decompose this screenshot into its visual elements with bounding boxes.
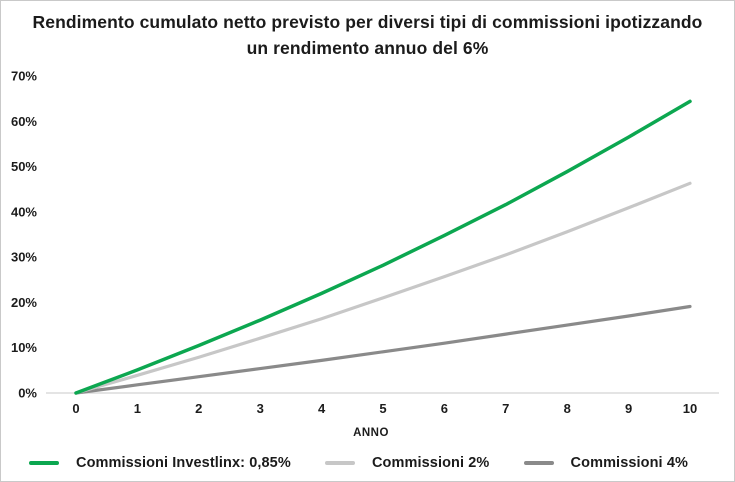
series-line bbox=[74, 181, 692, 395]
x-tick-label: 8 bbox=[564, 401, 571, 416]
series-line bbox=[74, 99, 692, 395]
legend-label: Commissioni Investlinx: 0,85% bbox=[76, 455, 291, 471]
y-tick-label: 40% bbox=[11, 204, 37, 219]
y-tick-label: 30% bbox=[11, 250, 37, 265]
chart-legend: Commissioni Investlinx: 0,85% Commissioni… bbox=[1, 448, 734, 478]
legend-item: Commissioni 2% bbox=[324, 455, 490, 471]
x-axis-title: ANNO bbox=[353, 427, 389, 439]
legend-item: Commissioni 4% bbox=[523, 455, 688, 471]
x-tick-label: 2 bbox=[195, 401, 202, 416]
x-tick-label: 1 bbox=[134, 401, 141, 416]
x-tick-label: 5 bbox=[379, 401, 386, 416]
x-tick-label: 7 bbox=[502, 401, 509, 416]
x-tick-label: 0 bbox=[72, 401, 79, 416]
y-tick-label: 10% bbox=[11, 340, 37, 355]
legend-dash-icon bbox=[523, 460, 554, 466]
chart-canvas: 0% 10% 20% 30% 40% 50% 60% 70% 0 1 2 3 4 5 6 7 8 9 10 ANNO bbox=[11, 68, 719, 439]
x-tick-label: 9 bbox=[625, 401, 632, 416]
legend-item: Commissioni Investlinx: 0,85% bbox=[29, 455, 291, 471]
legend-label: Commissioni 2% bbox=[371, 455, 490, 471]
legend-label: Commissioni 4% bbox=[570, 455, 688, 471]
chart-title: Rendimento cumulato netto previsto per d… bbox=[1, 10, 734, 62]
x-tick-label: 6 bbox=[441, 401, 448, 416]
chart-title-text: Rendimento cumulato netto previsto per d… bbox=[32, 12, 703, 58]
legend-dash-icon bbox=[324, 460, 355, 466]
y-tick-label: 50% bbox=[11, 159, 37, 174]
y-tick-label: 70% bbox=[11, 68, 37, 83]
x-tick-label: 4 bbox=[318, 401, 326, 416]
y-tick-label: 60% bbox=[11, 114, 37, 129]
x-tick-label: 10 bbox=[683, 401, 697, 416]
x-tick-label: 3 bbox=[257, 401, 264, 416]
y-tick-label: 0% bbox=[18, 386, 37, 401]
series-line bbox=[74, 304, 692, 395]
y-tick-label: 20% bbox=[11, 295, 37, 310]
legend-dash-icon bbox=[29, 460, 59, 466]
